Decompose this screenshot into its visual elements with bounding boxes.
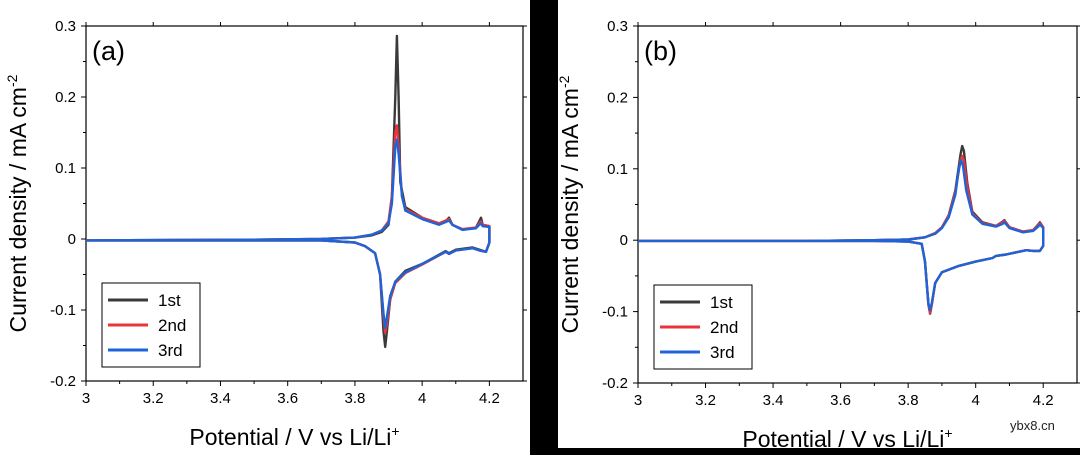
x-axis-label-text: Potential / V vs Li/Li [742, 426, 944, 452]
x-tick-label: 4 [972, 392, 980, 409]
x-axis-label-text: Potential / V vs Li/Li [189, 424, 391, 450]
series-line-3rd [85, 138, 491, 329]
x-axis-label: Potential / V vs Li/Li+ [189, 423, 399, 450]
legend-label: 3rd [158, 341, 183, 360]
x-tick-label: 4.2 [1033, 392, 1054, 409]
x-tick-label: 3.6 [277, 390, 298, 407]
x-axis-label-superscript: + [944, 425, 952, 441]
y-tick-label: 0 [620, 232, 628, 249]
bottom-border-band [530, 448, 1080, 455]
x-tick-label: 3.8 [898, 392, 919, 409]
x-tick-label: 4 [418, 390, 426, 407]
y-tick-label: -0.1 [602, 304, 628, 321]
x-axis-label: Potential / V vs Li/Li+ [742, 425, 952, 452]
y-tick-label: -0.2 [602, 375, 628, 392]
legend-label: 2nd [710, 318, 738, 337]
chart-panel-a: 3 3.2 3.4 3.6 3.8 4 4.2 -0.2 -0.1 0 0.1 0.2 0.3 Poten… [4, 18, 527, 450]
y-axis-label: Current density / mA cm-2 [4, 74, 31, 332]
y-axis-label-text: Current density / mA cm [557, 88, 583, 333]
y-axis-label-text: Current density / mA cm [5, 87, 31, 332]
legend-label: 1st [710, 293, 733, 312]
watermark-text: ybx8.cn [1010, 418, 1055, 433]
x-tick-label: 3.8 [344, 390, 365, 407]
series-line-3rd [638, 159, 1045, 312]
x-axis-label-superscript: + [391, 423, 399, 439]
chart-panel-b: 3 3.2 3.4 3.6 3.8 4 4.2 -0.2 -0.1 0 0.1 0.2 0.3 Poten… [556, 18, 1080, 452]
y-tick-label: -0.2 [50, 373, 76, 390]
x-tick-label: 3 [634, 392, 642, 409]
y-tick-label: 0.1 [607, 161, 628, 178]
separator-band [530, 0, 558, 455]
y-tick-label: 0.2 [607, 89, 628, 106]
y-axis-label-superscript: -2 [4, 74, 20, 87]
y-tick-label: -0.1 [50, 302, 76, 319]
y-tick-label: 0.3 [55, 18, 76, 35]
panel-label: (a) [92, 36, 125, 66]
legend-label: 3rd [710, 343, 735, 362]
y-tick-label: 0.2 [55, 89, 76, 106]
x-tick-label: 3.2 [695, 392, 716, 409]
y-tick-label: 0 [68, 231, 76, 248]
x-tick-label: 3.4 [763, 392, 784, 409]
legend-label: 2nd [158, 316, 186, 335]
y-tick-label: 0.3 [607, 18, 628, 35]
x-tick-label: 3.2 [143, 390, 164, 407]
x-tick-label: 4.2 [479, 390, 500, 407]
y-axis-label: Current density / mA cm-2 [556, 75, 583, 333]
x-tick-label: 3.4 [210, 390, 231, 407]
y-axis-label-superscript: -2 [556, 75, 572, 88]
x-tick-label: 3 [82, 390, 90, 407]
panel-label: (b) [644, 36, 677, 66]
x-tick-label: 3.6 [830, 392, 851, 409]
legend-label: 1st [158, 291, 181, 310]
y-tick-label: 0.1 [55, 160, 76, 177]
